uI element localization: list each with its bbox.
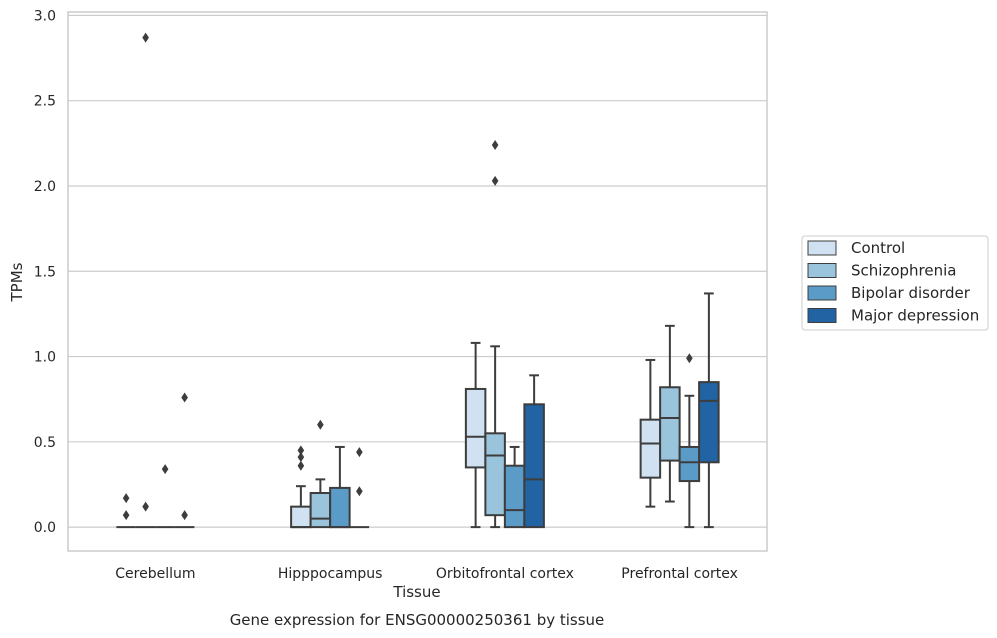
y-tick-label: 3.0 [34, 8, 56, 24]
box-bipolar-disorder [155, 464, 175, 529]
outlier-point [297, 460, 305, 471]
box-bipolar-disorder [329, 445, 351, 529]
legend-label: Control [851, 239, 905, 257]
x-axis-ticks: Cerebellum Hipppocampus Orbitofrontal cort… [115, 566, 738, 582]
box-body [523, 403, 545, 529]
box-body [659, 386, 681, 462]
box-major-depression [349, 447, 370, 529]
outlier-point [297, 452, 305, 463]
outlier-point [181, 510, 188, 521]
legend-swatch [807, 285, 837, 301]
y-axis-ticks: 0.0 0.5 1.0 1.5 2.0 2.5 3.0 [34, 8, 56, 536]
box-major-depression [523, 374, 545, 529]
x-tick-label: Prefrontal cortex [621, 566, 738, 582]
legend-swatch [807, 308, 837, 323]
legend-frame [801, 235, 989, 331]
x-tick-label: Orbitofrontal cortex [436, 566, 574, 582]
box-body [484, 432, 506, 517]
legend-label: Bipolar disorder [851, 284, 971, 302]
outlier-point [686, 353, 693, 364]
box-schizophrenia [659, 324, 681, 503]
outlier-point [317, 419, 324, 430]
outlier-point [122, 493, 130, 504]
legend-label: Schizophrenia [851, 262, 956, 280]
y-tick-label: 1.5 [34, 264, 56, 280]
legend-swatch [807, 263, 837, 278]
outlier-point [491, 140, 499, 151]
chart-caption: Gene expression for ENSG00000250361 by t… [230, 611, 605, 629]
y-tick-label: 0.0 [34, 520, 56, 536]
legend-label: Major depression [851, 307, 979, 325]
y-axis-label: TPMs [8, 262, 26, 302]
outlier-point [161, 464, 169, 475]
x-tick-label: Hipppocampus [278, 566, 383, 582]
box-control [290, 445, 312, 529]
y-tick-label: 1.0 [34, 350, 56, 366]
y-tick-label: 2.5 [34, 94, 56, 110]
box-body [678, 445, 701, 483]
x-axis-label: Tissue [392, 583, 440, 601]
box-schizophrenia [135, 32, 156, 529]
box-body [698, 381, 720, 464]
box-body [639, 418, 662, 479]
legend-swatch [807, 240, 837, 256]
outlier-point [491, 175, 499, 186]
box-body [329, 486, 351, 529]
outlier-point [356, 447, 363, 458]
outlier-point [122, 510, 130, 521]
box-control [464, 341, 487, 529]
legend: Control Schizophrenia Bipolar disorder Majo… [801, 235, 989, 331]
plot-frame [67, 11, 768, 552]
box-control [116, 493, 136, 529]
box-groups [116, 32, 720, 529]
box-control [639, 358, 662, 508]
box-schizophrenia [309, 419, 332, 529]
box-body [309, 492, 332, 529]
box-body [464, 387, 487, 469]
outlier-point [297, 445, 305, 456]
plot-area [68, 12, 767, 551]
grid-lines [68, 14, 767, 528]
box-bipolar-disorder [678, 353, 701, 529]
box-body [503, 464, 526, 529]
x-tick-label: Cerebellum [115, 566, 195, 582]
outlier-point [356, 486, 363, 497]
box-major-depression [174, 392, 195, 529]
y-tick-label: 2.0 [34, 179, 56, 195]
outlier-point [142, 501, 149, 512]
box-major-depression [698, 292, 720, 529]
y-tick-label: 0.5 [34, 435, 56, 451]
outlier-point [181, 392, 188, 403]
outlier-point [142, 32, 149, 43]
box-body [290, 505, 312, 529]
box-schizophrenia [484, 140, 506, 529]
